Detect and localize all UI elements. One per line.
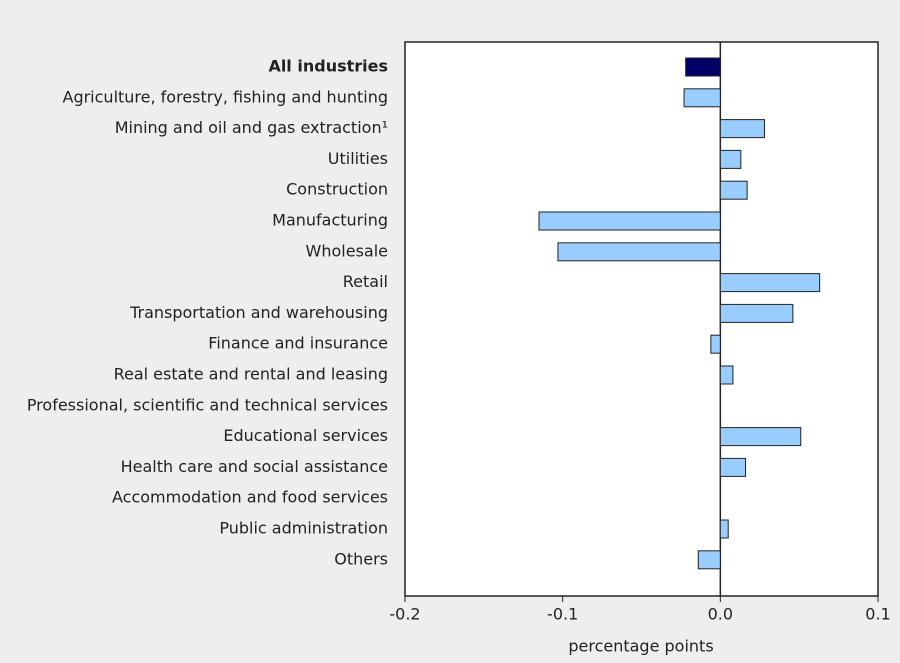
y-tick-label: Retail bbox=[343, 272, 388, 291]
bar bbox=[683, 88, 721, 108]
x-tick-label: 0.0 bbox=[708, 605, 733, 624]
bar bbox=[719, 149, 742, 169]
y-tick-label: Mining and oil and gas extraction¹ bbox=[115, 118, 388, 137]
bar bbox=[719, 427, 802, 447]
y-tick-label: Agriculture, forestry, fishing and hunti… bbox=[63, 87, 389, 106]
y-tick-label: All industries bbox=[268, 57, 388, 76]
x-tick-label: 0.1 bbox=[865, 605, 890, 624]
y-tick-label: Finance and insurance bbox=[208, 334, 388, 353]
bar bbox=[710, 334, 721, 354]
bar bbox=[719, 273, 821, 293]
bar bbox=[719, 519, 729, 539]
y-tick-label: Construction bbox=[286, 180, 388, 199]
x-tick-label: -0.1 bbox=[547, 605, 578, 624]
y-tick-label: Manufacturing bbox=[272, 211, 388, 230]
y-tick-label: Accommodation and food services bbox=[112, 488, 388, 507]
y-tick-label: Transportation and warehousing bbox=[129, 303, 388, 322]
plot-area bbox=[404, 41, 879, 597]
x-axis-title: percentage points bbox=[568, 637, 713, 656]
y-tick-label: Real estate and rental and leasing bbox=[114, 365, 388, 384]
bar bbox=[719, 365, 734, 385]
y-tick-label: Educational services bbox=[223, 426, 388, 445]
y-tick-label: Utilities bbox=[328, 149, 388, 168]
bar bbox=[538, 211, 721, 231]
bar bbox=[685, 57, 721, 77]
y-tick-label: Health care and social assistance bbox=[121, 457, 388, 476]
x-tick-label: -0.2 bbox=[389, 605, 420, 624]
bar bbox=[557, 242, 721, 262]
bar bbox=[697, 550, 721, 570]
bar bbox=[719, 457, 747, 477]
bar bbox=[719, 303, 794, 323]
y-tick-label: Public administration bbox=[219, 519, 388, 538]
bar bbox=[719, 119, 765, 139]
y-tick-label: Others bbox=[334, 549, 388, 568]
bar bbox=[719, 180, 748, 200]
y-tick-label: Professional, scientific and technical s… bbox=[27, 395, 388, 414]
y-tick-label: Wholesale bbox=[306, 241, 388, 260]
